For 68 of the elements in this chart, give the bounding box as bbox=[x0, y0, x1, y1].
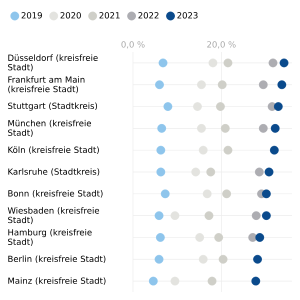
point bbox=[154, 254, 164, 264]
y-tick-label: Bonn (kreisfreie Stadt) bbox=[8, 190, 103, 198]
point bbox=[208, 58, 218, 68]
point bbox=[248, 233, 258, 242]
point bbox=[262, 211, 271, 220]
legend-label: 2022 bbox=[138, 12, 158, 19]
point bbox=[277, 80, 286, 90]
point bbox=[204, 211, 214, 220]
point bbox=[202, 189, 212, 198]
point bbox=[160, 189, 170, 198]
point bbox=[270, 146, 279, 155]
point bbox=[195, 233, 204, 242]
y-tick-label: Stuttgart (Stadtkreis) bbox=[8, 102, 98, 111]
y-tick-label: Karlsruhe (Stadtkreis) bbox=[8, 168, 100, 176]
point bbox=[191, 168, 200, 176]
point bbox=[262, 189, 271, 198]
legend-label: 2023 bbox=[177, 12, 198, 19]
point bbox=[193, 102, 202, 111]
point bbox=[270, 124, 280, 133]
y-tick-label: Köln (kreisfreie Stadt) bbox=[8, 146, 99, 154]
y-tick-label: Hamburg (kreisfreie Stadt) bbox=[8, 228, 92, 246]
point bbox=[148, 276, 158, 286]
point bbox=[253, 254, 262, 264]
point bbox=[222, 189, 232, 198]
point bbox=[254, 168, 264, 176]
point bbox=[255, 233, 264, 242]
point bbox=[198, 146, 208, 155]
point bbox=[206, 168, 216, 176]
point bbox=[264, 168, 274, 176]
point bbox=[156, 146, 166, 155]
point bbox=[216, 102, 225, 111]
y-tick-label: München (kreisfreie Stadt) bbox=[8, 120, 92, 137]
point bbox=[214, 233, 224, 242]
y-tick-label: Berlin (kreisfreie Stadt) bbox=[8, 255, 106, 264]
point bbox=[218, 254, 228, 264]
point bbox=[218, 80, 227, 90]
y-tick-label: Mainz (kreisfreie Stadt) bbox=[8, 277, 106, 285]
x-tick-label: 0,0 % bbox=[121, 41, 145, 48]
point bbox=[197, 124, 206, 133]
point bbox=[198, 254, 208, 264]
point bbox=[170, 276, 180, 286]
point bbox=[156, 168, 166, 176]
point bbox=[158, 58, 168, 68]
y-tick-label: Wiesbaden (kreisfreie Stadt) bbox=[8, 207, 100, 224]
point bbox=[280, 58, 288, 68]
point bbox=[197, 80, 206, 90]
y-tick-label: Düsseldorf (kreisfreie Stadt) bbox=[8, 54, 98, 72]
x-tick-label: 20,0 % bbox=[207, 41, 236, 48]
point bbox=[252, 211, 261, 220]
y-tick-label: Frankfurt am Main (kreisfreie Stadt) bbox=[8, 76, 84, 94]
point bbox=[220, 124, 230, 133]
point bbox=[258, 124, 268, 133]
point bbox=[224, 146, 232, 155]
point bbox=[208, 276, 216, 286]
point bbox=[258, 80, 268, 90]
point bbox=[274, 102, 283, 111]
legend-label: 2019 bbox=[22, 12, 42, 19]
point bbox=[154, 211, 164, 220]
point bbox=[163, 102, 172, 111]
point bbox=[155, 80, 164, 90]
point bbox=[251, 276, 260, 286]
point bbox=[157, 124, 166, 133]
point bbox=[224, 58, 232, 68]
point bbox=[170, 211, 180, 220]
legend-label: 2020 bbox=[60, 12, 81, 19]
point bbox=[268, 58, 278, 68]
point bbox=[156, 233, 165, 242]
legend-label: 2021 bbox=[99, 12, 120, 19]
